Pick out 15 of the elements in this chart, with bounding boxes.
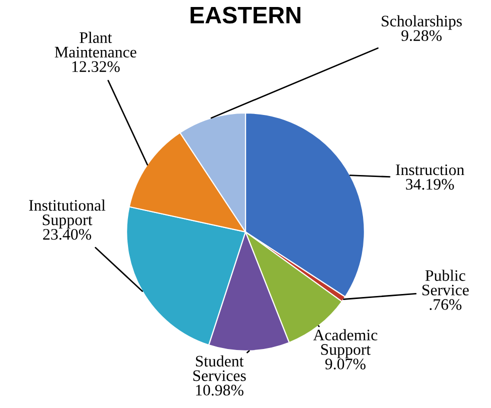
slice-label: Scholarships — [382, 15, 462, 30]
data-label: 34.19% — [406, 178, 454, 190]
data-label: 23.40% — [43, 228, 92, 240]
slice-label: Academic Support — [313, 329, 378, 358]
slice-label: Instruction — [396, 164, 464, 176]
slice-label: Plant Maintenance — [54, 32, 136, 58]
data-label: 10.98% — [196, 384, 244, 396]
slice-label: Public Service — [422, 270, 469, 296]
slice-label: Student Services — [193, 355, 246, 382]
data-label: 9.07% — [325, 358, 366, 370]
data-label: 9.28% — [401, 30, 442, 42]
data-label: .76% — [430, 299, 462, 310]
data-label: 12.32% — [72, 61, 120, 72]
slice-label: Institutional Support — [29, 200, 106, 228]
chart-title: EASTERN — [190, 6, 300, 24]
